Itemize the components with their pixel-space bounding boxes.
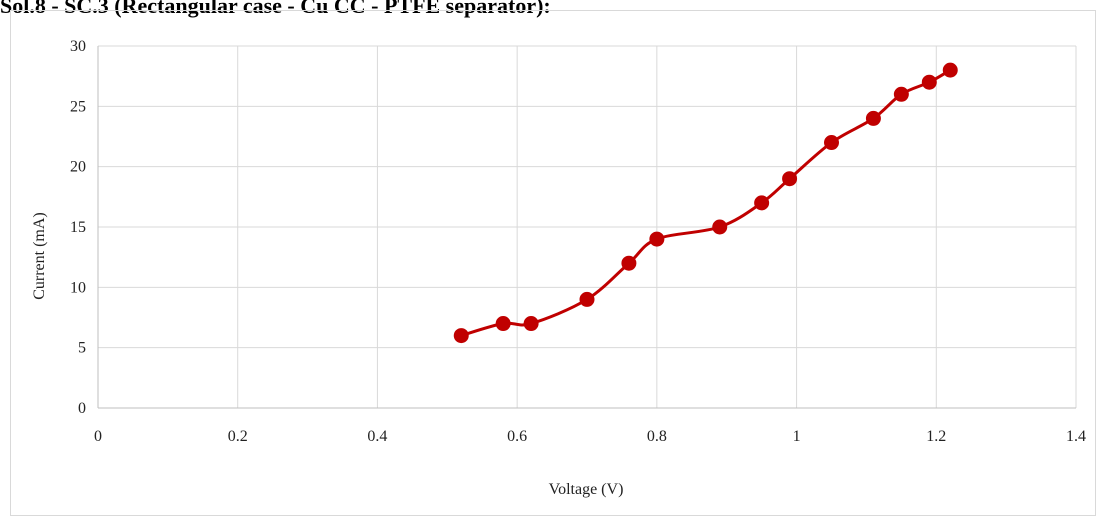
x-tick-label: 1.2 bbox=[926, 428, 946, 445]
data-point bbox=[495, 316, 511, 332]
x-tick-label: 0.4 bbox=[367, 428, 387, 445]
y-tick-label: 15 bbox=[70, 219, 86, 236]
data-point bbox=[921, 74, 937, 90]
data-point bbox=[453, 328, 469, 344]
chart-caption: Sol.8 - SC.3 (Rectangular case - Cu CC -… bbox=[0, 0, 551, 18]
data-point bbox=[824, 135, 839, 151]
data-point bbox=[754, 195, 770, 211]
tick-labels: 0 5 10 15 20 25 30 0 0.2 0.4 0.6 0.8 1 1.2 1.4 bbox=[70, 38, 1086, 445]
gridlines bbox=[98, 45, 1077, 408]
x-axis-title: Voltage (V) bbox=[549, 481, 624, 498]
y-axis-title: Current (mA) bbox=[31, 212, 48, 300]
y-tick-label: 10 bbox=[70, 279, 86, 296]
data-point bbox=[712, 219, 728, 235]
x-tick-label: 1.4 bbox=[1066, 428, 1086, 445]
axes bbox=[97, 46, 1076, 409]
chart-frame bbox=[10, 10, 1096, 516]
y-tick-label: 30 bbox=[70, 38, 86, 55]
data-point bbox=[649, 231, 665, 247]
x-tick-label: 1 bbox=[793, 428, 801, 445]
y-tick-label: 20 bbox=[70, 159, 86, 176]
y-tick-label: 0 bbox=[78, 400, 86, 417]
series-line bbox=[460, 68, 952, 338]
x-tick-label: 0 bbox=[94, 428, 102, 445]
y-tick-label: 5 bbox=[78, 340, 86, 357]
data-point bbox=[579, 291, 595, 307]
y-tick-label: 25 bbox=[70, 98, 86, 115]
x-tick-label: 0.8 bbox=[647, 428, 667, 445]
data-point bbox=[942, 62, 958, 78]
data-point bbox=[893, 86, 909, 102]
data-point bbox=[782, 171, 798, 187]
data-point bbox=[865, 110, 881, 126]
data-point bbox=[523, 316, 539, 332]
series bbox=[453, 62, 958, 344]
x-tick-label: 0.2 bbox=[228, 428, 248, 445]
data-point bbox=[621, 255, 637, 271]
x-tick-label: 0.6 bbox=[507, 428, 527, 445]
